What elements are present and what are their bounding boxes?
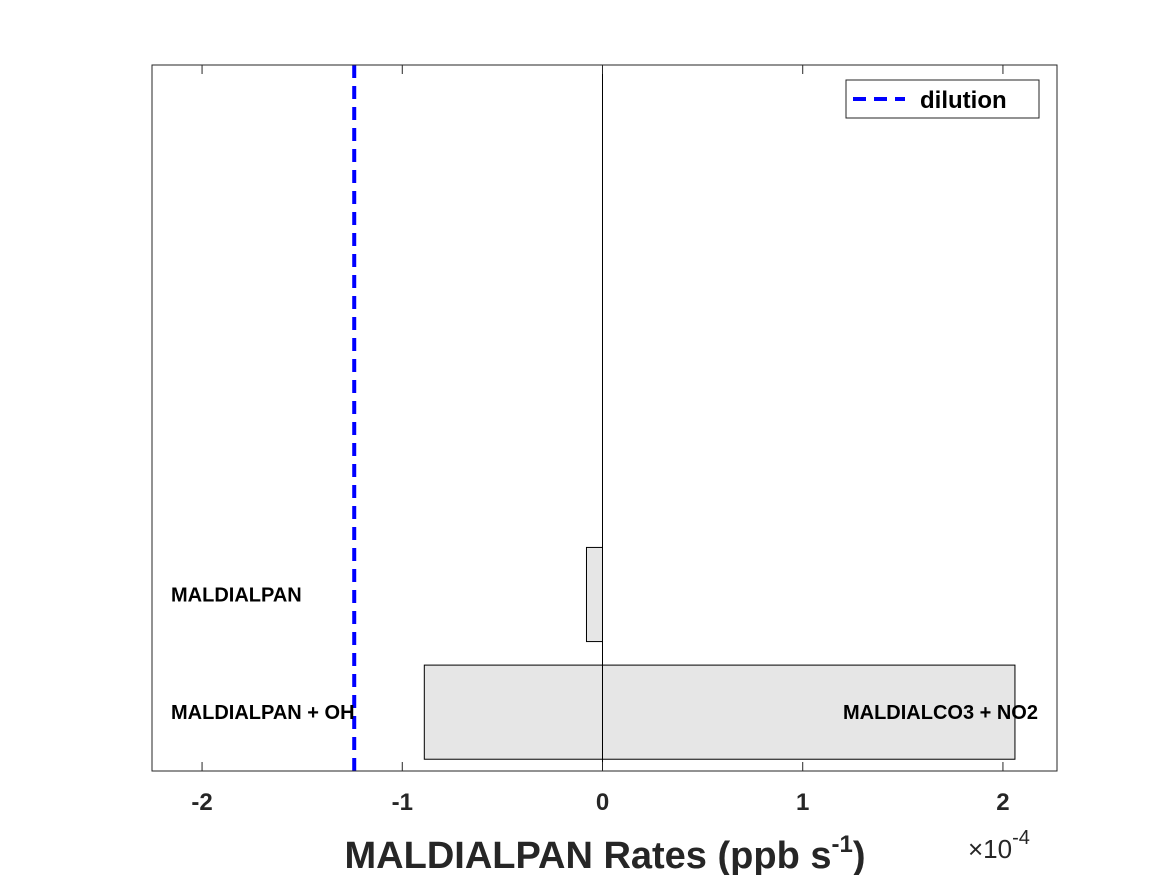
x-axis-exponent-prefix: ×10 <box>968 834 1012 864</box>
x-tick-label-3: 1 <box>796 789 809 816</box>
legend-box <box>845 79 1040 119</box>
x-axis-title: MALDIALPAN Rates (ppb s-1) <box>345 831 866 875</box>
legend: dilution <box>845 79 1040 119</box>
bar-labels-layer: MALDIALPAN + OH MALDIALCO3 + NO2 MALDIALPA… <box>171 585 1038 725</box>
x-ticks-layer: -2 -1 0 1 2 <box>191 65 1010 816</box>
legend-label-dilution: dilution <box>920 87 1007 114</box>
plot-frame <box>151 64 1058 772</box>
bar-segment-1 <box>601 664 1016 760</box>
x-tick-label-2: 0 <box>596 789 609 816</box>
bars-layer <box>423 546 1016 760</box>
plot-area <box>152 65 1057 771</box>
x-axis-title-main: MALDIALPAN Rates (ppb s <box>345 835 832 875</box>
bar-label-0: MALDIALPAN + OH <box>171 702 355 724</box>
x-tick-label-4: 2 <box>996 789 1009 816</box>
bar-segment-2 <box>585 546 603 643</box>
x-tick-label-0: -2 <box>191 789 212 816</box>
bar-segment-0 <box>423 664 603 760</box>
bar-label-2: MALDIALPAN <box>171 585 302 607</box>
x-axis-title-sup: -1 <box>831 831 852 858</box>
x-axis-exponent-power: -4 <box>1012 827 1030 849</box>
x-axis-title-close: ) <box>853 835 866 875</box>
x-tick-label-1: -1 <box>392 789 413 816</box>
bar-label-1: MALDIALCO3 + NO2 <box>843 702 1038 724</box>
x-axis-exponent: ×10-4 <box>968 827 1030 864</box>
